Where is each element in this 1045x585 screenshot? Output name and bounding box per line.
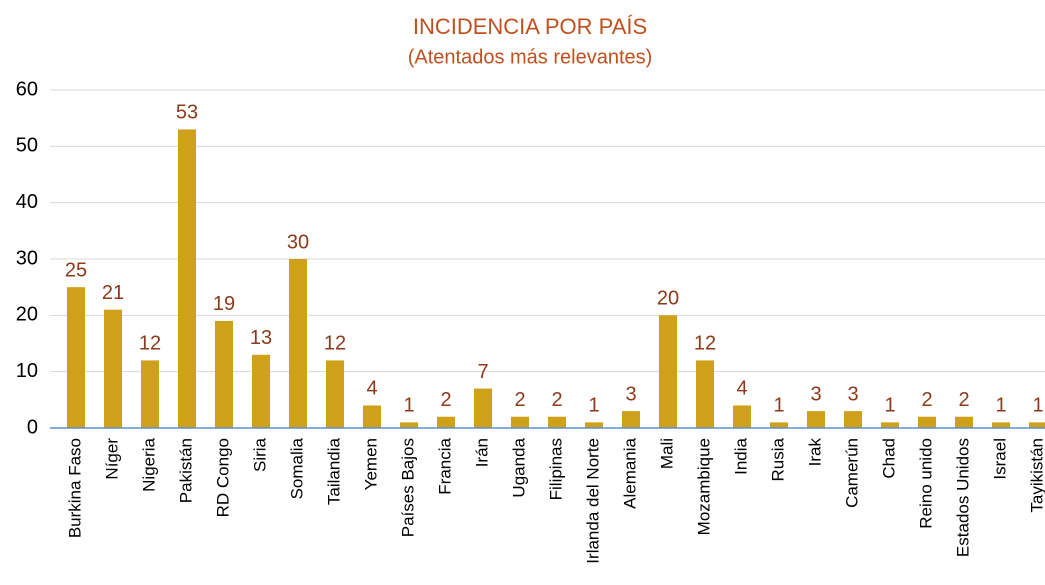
x-tick-label: Estados Unidos	[953, 438, 972, 557]
bar	[955, 416, 973, 428]
bar	[807, 411, 825, 428]
chart-subtitle: (Atentados más relevantes)	[408, 46, 653, 68]
data-label: 20	[657, 288, 679, 310]
x-tick-label: Alemania	[620, 437, 639, 508]
x-tick-label: Mozambique	[694, 438, 713, 535]
bar	[1029, 422, 1045, 428]
data-label: 3	[625, 383, 636, 405]
data-label: 12	[694, 333, 716, 355]
data-label: 25	[65, 259, 87, 281]
bar	[252, 354, 270, 428]
data-label: 2	[440, 389, 451, 411]
data-label: 2	[921, 389, 932, 411]
bar	[622, 411, 640, 428]
bar	[511, 416, 529, 428]
data-label: 4	[736, 378, 747, 400]
data-label: 1	[884, 395, 895, 417]
data-label: 21	[102, 282, 124, 304]
bar	[659, 315, 677, 428]
x-tick-label: RD Congo	[213, 438, 232, 517]
x-tick-label: Tailandia	[324, 437, 343, 505]
x-tick-label: Níger	[102, 438, 121, 480]
y-tick-label: 20	[16, 304, 38, 326]
x-tick-label: Francia	[435, 437, 454, 494]
x-tick-label: Chad	[879, 438, 898, 479]
y-tick-label: 60	[16, 78, 38, 100]
x-tick-label: Rusia	[768, 437, 787, 481]
x-tick-label: Somalia	[287, 437, 306, 499]
bar	[585, 422, 603, 428]
data-label: 4	[366, 378, 377, 400]
y-tick-label: 40	[16, 191, 38, 213]
x-tick-label: Países Bajos	[398, 438, 417, 537]
bar	[844, 411, 862, 428]
bar	[696, 360, 714, 428]
data-label: 1	[773, 395, 784, 417]
x-tick-label: Mali	[657, 438, 676, 469]
data-label: 2	[958, 389, 969, 411]
x-tick-label: Siria	[250, 437, 269, 472]
x-tick-label: Tayikistán	[1027, 438, 1045, 513]
data-label: 3	[847, 383, 858, 405]
bar	[326, 360, 344, 428]
data-label: 1	[1032, 395, 1043, 417]
data-label: 1	[403, 395, 414, 417]
x-tick-label: Irlanda del Norte	[583, 438, 602, 564]
y-tick-label: 10	[16, 360, 38, 382]
x-tick-label: Uganda	[509, 437, 528, 497]
x-tick-label: Filipinas	[546, 438, 565, 500]
data-label: 12	[324, 333, 346, 355]
bar	[400, 422, 418, 428]
data-label: 2	[514, 389, 525, 411]
data-label: 2	[551, 389, 562, 411]
x-tick-label: Pakistán	[176, 438, 195, 503]
bar	[67, 287, 85, 428]
data-label: 13	[250, 327, 272, 349]
x-tick-label: Reino unido	[916, 438, 935, 529]
data-label: 3	[810, 383, 821, 405]
x-tick-label: Yemen	[361, 438, 380, 490]
bar	[918, 416, 936, 428]
x-tick-label: India	[731, 437, 750, 474]
x-tick-label: Burkina Faso	[65, 438, 84, 538]
x-tick-label: Irak	[805, 438, 824, 467]
data-label: 30	[287, 231, 309, 253]
bar	[881, 422, 899, 428]
data-label: 1	[588, 395, 599, 417]
bar	[289, 259, 307, 428]
y-tick-label: 50	[16, 135, 38, 157]
x-tick-label: Irán	[472, 438, 491, 467]
bar	[141, 360, 159, 428]
bar	[770, 422, 788, 428]
bar	[178, 129, 196, 428]
bar	[363, 405, 381, 428]
data-label: 53	[176, 102, 198, 124]
data-label: 19	[213, 293, 235, 315]
x-tick-label: Israel	[990, 438, 1009, 480]
y-tick-label: 30	[16, 247, 38, 269]
bar	[104, 309, 122, 428]
bar	[474, 388, 492, 428]
data-label: 12	[139, 333, 161, 355]
bar	[437, 416, 455, 428]
bar	[548, 416, 566, 428]
x-tick-label: Nigeria	[139, 437, 158, 491]
y-tick-label: 0	[27, 416, 38, 438]
data-label: 7	[477, 361, 488, 383]
x-tick-label: Camerún	[842, 438, 861, 508]
bar	[215, 320, 233, 428]
data-label: 1	[995, 395, 1006, 417]
bar	[992, 422, 1010, 428]
chart-title: INCIDENCIA POR PAÍS	[413, 14, 647, 39]
bar	[733, 405, 751, 428]
